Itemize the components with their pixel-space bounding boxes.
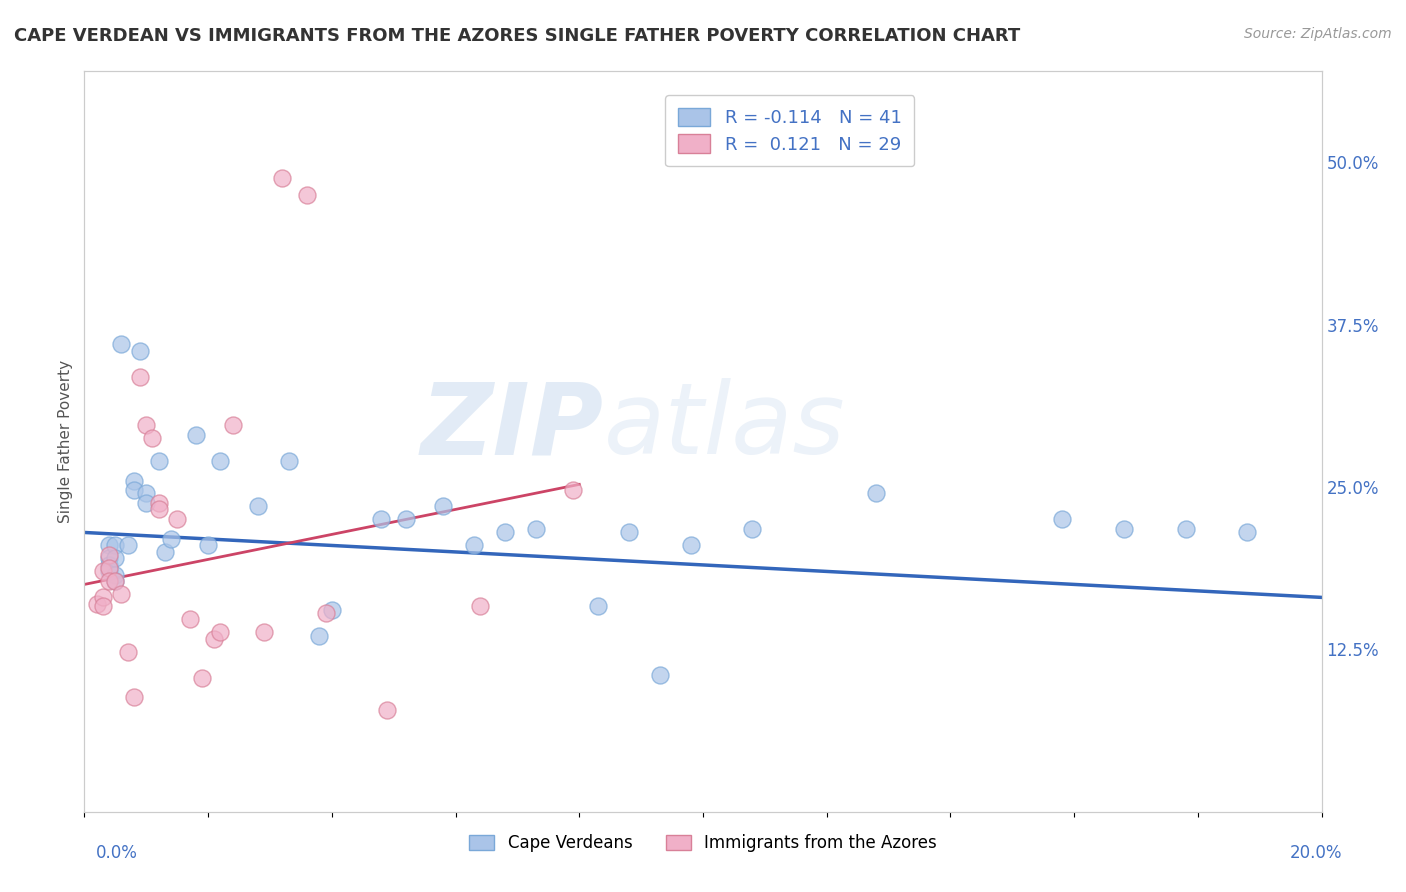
- Point: [117, 645, 139, 659]
- Point: [110, 586, 132, 600]
- Point: [91, 565, 114, 579]
- Point: [98, 574, 121, 588]
- Point: [148, 502, 170, 516]
- Point: [98, 551, 121, 566]
- Point: [148, 454, 170, 468]
- Point: [1050, 512, 1073, 526]
- Point: [617, 525, 640, 540]
- Point: [1112, 522, 1135, 536]
- Point: [202, 632, 225, 646]
- Point: [148, 495, 170, 509]
- Point: [104, 538, 127, 552]
- Point: [98, 560, 121, 574]
- Point: [153, 545, 176, 559]
- Point: [370, 512, 392, 526]
- Point: [395, 512, 418, 526]
- Point: [253, 625, 276, 640]
- Point: [586, 599, 609, 614]
- Point: [179, 612, 201, 626]
- Point: [104, 568, 127, 582]
- Point: [160, 532, 183, 546]
- Point: [432, 500, 454, 514]
- Point: [98, 565, 121, 579]
- Point: [648, 668, 671, 682]
- Point: [91, 591, 114, 605]
- Point: [1174, 522, 1197, 536]
- Y-axis label: Single Father Poverty: Single Father Poverty: [58, 360, 73, 523]
- Point: [209, 625, 232, 640]
- Point: [86, 597, 108, 611]
- Text: atlas: atlas: [605, 378, 845, 475]
- Point: [129, 369, 152, 384]
- Point: [122, 483, 145, 497]
- Point: [104, 551, 127, 566]
- Point: [91, 599, 114, 614]
- Point: [494, 525, 516, 540]
- Point: [222, 417, 245, 432]
- Point: [122, 690, 145, 705]
- Point: [1236, 525, 1258, 540]
- Point: [98, 548, 121, 562]
- Point: [295, 187, 318, 202]
- Point: [524, 522, 547, 536]
- Legend: Cape Verdeans, Immigrants from the Azores: Cape Verdeans, Immigrants from the Azore…: [463, 828, 943, 859]
- Point: [166, 512, 188, 526]
- Text: CAPE VERDEAN VS IMMIGRANTS FROM THE AZORES SINGLE FATHER POVERTY CORRELATION CHA: CAPE VERDEAN VS IMMIGRANTS FROM THE AZOR…: [14, 27, 1021, 45]
- Point: [141, 431, 163, 445]
- Point: [104, 574, 127, 588]
- Point: [98, 538, 121, 552]
- Point: [135, 417, 157, 432]
- Point: [865, 486, 887, 500]
- Point: [741, 522, 763, 536]
- Point: [209, 454, 232, 468]
- Point: [117, 538, 139, 552]
- Point: [470, 599, 492, 614]
- Point: [246, 500, 269, 514]
- Point: [197, 538, 219, 552]
- Point: [463, 538, 485, 552]
- Point: [315, 606, 337, 620]
- Point: [191, 671, 214, 685]
- Point: [184, 428, 207, 442]
- Point: [277, 454, 299, 468]
- Point: [321, 603, 343, 617]
- Point: [135, 486, 157, 500]
- Point: [98, 558, 121, 572]
- Point: [110, 337, 132, 351]
- Point: [104, 574, 127, 588]
- Point: [271, 170, 294, 185]
- Text: ZIP: ZIP: [420, 378, 605, 475]
- Point: [129, 343, 152, 358]
- Text: 0.0%: 0.0%: [96, 844, 138, 862]
- Text: Source: ZipAtlas.com: Source: ZipAtlas.com: [1244, 27, 1392, 41]
- Point: [679, 538, 702, 552]
- Point: [377, 703, 399, 717]
- Text: 20.0%: 20.0%: [1291, 844, 1343, 862]
- Point: [308, 629, 330, 643]
- Point: [122, 474, 145, 488]
- Point: [135, 495, 157, 509]
- Point: [562, 483, 585, 497]
